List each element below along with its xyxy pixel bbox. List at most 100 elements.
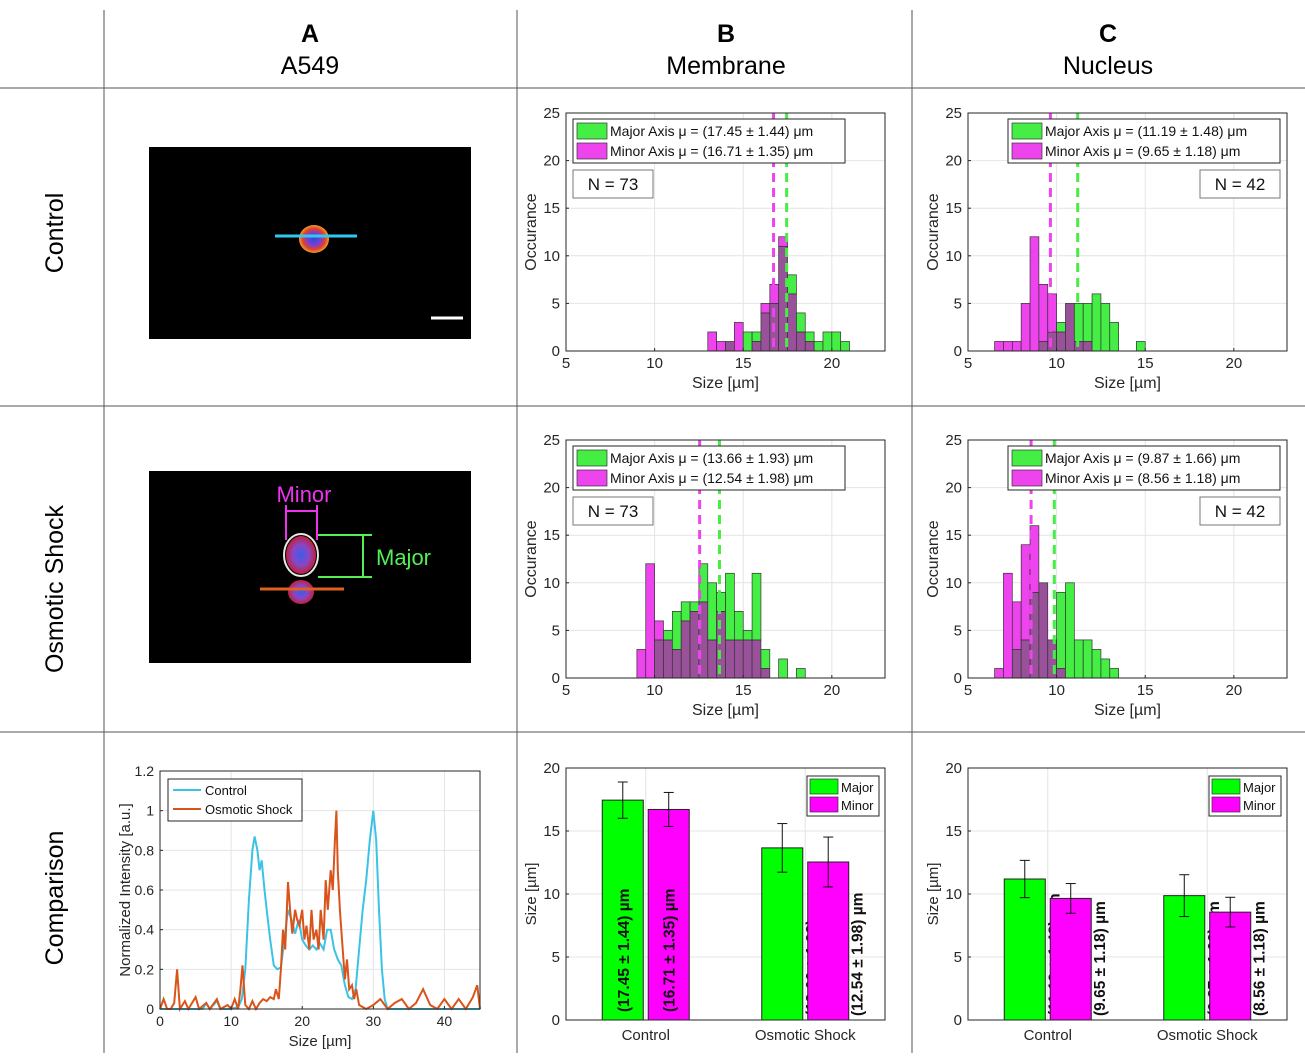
histogram-bar-overlap	[734, 639, 744, 679]
histogram-bar-overlap	[760, 312, 771, 352]
bar-minor-control	[1049, 897, 1092, 1021]
x-tick-label: 20	[294, 1013, 310, 1029]
legend-box	[1007, 445, 1281, 491]
sample-count-box	[572, 169, 654, 199]
histogram-bar-minor	[1029, 236, 1040, 352]
category-label: Osmotic Shock	[755, 1027, 856, 1044]
legend-entry: Osmotic Shock	[205, 802, 293, 817]
y-tick-label: 0	[954, 670, 962, 687]
major-axis-label: Major	[376, 545, 431, 570]
legend-swatch	[576, 449, 608, 467]
bar-major-control	[1003, 878, 1046, 1021]
histogram-bar-overlap	[804, 341, 815, 352]
histogram-bar-overlap	[787, 293, 797, 352]
histogram-bar-major	[1100, 658, 1111, 679]
chart-membrane-comparison: (17.45 ± 1.44) µm(13.66 ± 1.93) µm(16.71…	[523, 760, 886, 1044]
row-label-control: Control	[41, 193, 69, 274]
sample-count-box	[572, 496, 654, 526]
column-letter-a: A	[301, 20, 319, 48]
y-tick-label: 10	[543, 886, 560, 903]
legend-entry: Control	[205, 783, 247, 798]
y-tick-label: 25	[543, 105, 560, 122]
histogram-bar-minor	[1003, 341, 1013, 352]
x-tick-label: 10	[646, 355, 663, 372]
y-axis-label: Occurance	[523, 193, 540, 270]
legend: Major Minor	[1208, 775, 1282, 817]
histogram-bar-minor	[760, 303, 771, 314]
legend-box	[167, 778, 303, 822]
histogram-bar-major	[787, 274, 797, 295]
legend-swatch	[809, 796, 839, 813]
y-axis-label: Size [µm]	[523, 863, 540, 926]
y-tick-label: 20	[945, 480, 962, 497]
y-tick-label: 10	[945, 575, 962, 592]
bar-value-label: (12.54 ± 1.98) µm	[850, 893, 867, 1016]
legend-entry: Minor Axis μ = (12.54 ± 1.98) μm	[610, 470, 813, 486]
row-label-osmotic-shock: Osmotic Shock	[41, 504, 69, 673]
histogram-bar-minor	[716, 341, 726, 352]
x-axis-label: Size [µm]	[1094, 375, 1161, 392]
histogram-bar-major	[751, 331, 762, 342]
histogram-bar-major	[680, 601, 691, 622]
histogram-bar-minor	[994, 341, 1004, 352]
minor-axis-marker	[285, 505, 318, 540]
histogram-bar-minor	[645, 563, 655, 679]
histogram-bar-minor	[734, 322, 744, 352]
legend-entry: Major Axis μ = (9.87 ± 1.66) μm	[1045, 450, 1240, 466]
y-tick-label: 15	[945, 823, 962, 840]
histogram-bar-major	[760, 649, 771, 669]
bar-value-label: (8.56 ± 1.18) µm	[1252, 901, 1269, 1016]
legend-entry: Minor	[1243, 798, 1276, 813]
y-axis-label: Normalized Intensity [a.u.]	[117, 803, 134, 976]
histogram-bar-overlap	[1038, 341, 1049, 352]
histogram-bar-major	[689, 601, 700, 612]
sample-count: N = 73	[588, 175, 639, 194]
axes-frame	[967, 112, 1288, 352]
axes-frame	[565, 112, 886, 352]
legend-entry: Major Axis μ = (13.66 ± 1.93) μm	[610, 450, 813, 466]
y-tick-label: 20	[543, 760, 560, 777]
histogram-bar-overlap	[1065, 303, 1075, 352]
table-grid	[0, 10, 1305, 1053]
sample-count: N = 42	[1215, 502, 1266, 521]
cell-osmotic-lower	[288, 580, 314, 604]
y-tick-label: 1.2	[135, 763, 155, 779]
legend-swatch	[1011, 469, 1043, 487]
microscopy-image-osmotic-shock: Minor Major	[149, 471, 471, 663]
legend: Major Axis μ = (9.87 ± 1.66) μm Minor Axi…	[1007, 445, 1281, 491]
legend-box	[572, 118, 846, 164]
histogram-bar-overlap	[796, 331, 806, 352]
legend-entry: Minor	[841, 798, 874, 813]
histogram-bar-major	[671, 611, 682, 650]
histogram-bar-minor	[1038, 284, 1049, 342]
legend-box	[572, 445, 846, 491]
line-series-control	[160, 810, 480, 1011]
histogram-bar-major	[751, 572, 762, 641]
x-tick-label: 10	[1048, 682, 1065, 699]
legend-entry: Minor Axis μ = (9.65 ± 1.18) μm	[1045, 143, 1240, 159]
column-title-c: Nucleus	[1063, 52, 1153, 80]
legend-entry: Minor Axis μ = (8.56 ± 1.18) μm	[1045, 470, 1240, 486]
fitted-ellipse	[283, 533, 319, 577]
major-axis-marker	[318, 534, 372, 578]
histogram-bar-overlap	[742, 639, 753, 679]
histogram-bar-overlap	[751, 639, 762, 679]
x-tick-label: 15	[1137, 355, 1154, 372]
bar-value-label: (16.71 ± 1.35) µm	[662, 889, 679, 1012]
legend-swatch	[1211, 778, 1241, 795]
histogram-bar-major	[734, 611, 744, 641]
legend-entry: Minor Axis μ = (16.71 ± 1.35) μm	[610, 143, 813, 159]
histogram-bar-overlap	[1082, 341, 1093, 352]
histogram-bar-major	[1065, 582, 1075, 679]
histogram-bar-minor	[1003, 572, 1013, 679]
y-tick-label: 5	[552, 622, 560, 639]
histogram-bar-overlap	[663, 639, 673, 679]
y-tick-label: 5	[552, 949, 560, 966]
histogram-bar-major	[663, 630, 673, 641]
histogram-bar-major	[1136, 341, 1146, 352]
x-tick-label: 15	[735, 355, 752, 372]
legend-box	[1007, 118, 1281, 164]
x-tick-label: 10	[223, 1013, 239, 1029]
histogram-bar-major	[796, 312, 806, 333]
histogram-bar-major	[1056, 591, 1066, 669]
